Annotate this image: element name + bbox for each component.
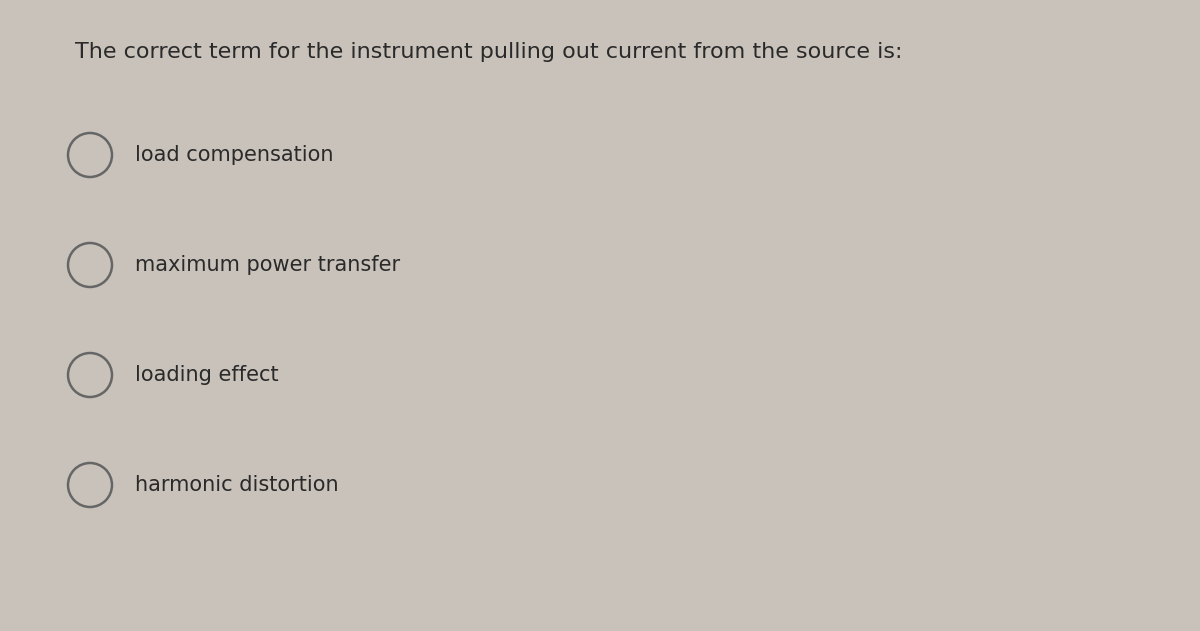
Text: The correct term for the instrument pulling out current from the source is:: The correct term for the instrument pull… <box>74 42 902 62</box>
Text: harmonic distortion: harmonic distortion <box>134 475 338 495</box>
Text: loading effect: loading effect <box>134 365 278 385</box>
Text: maximum power transfer: maximum power transfer <box>134 255 400 275</box>
Text: load compensation: load compensation <box>134 145 334 165</box>
